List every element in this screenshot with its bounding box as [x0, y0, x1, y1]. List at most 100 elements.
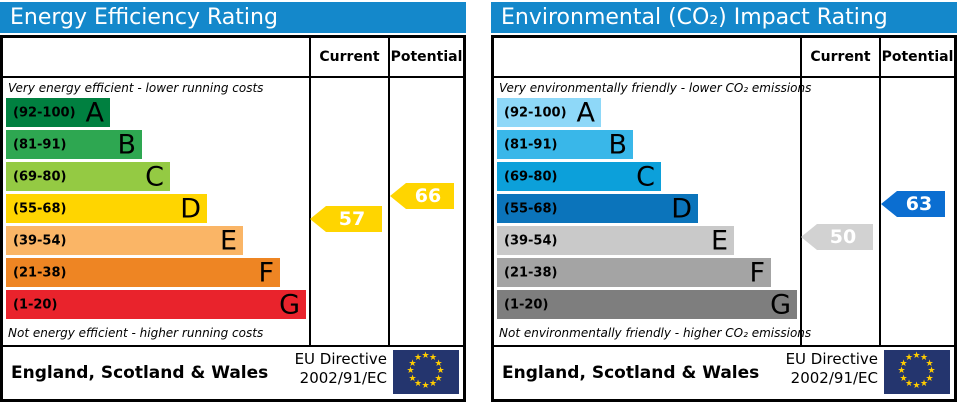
band-c: (69-80) C: [6, 162, 170, 191]
band-range: (92-100): [13, 105, 76, 120]
band-range: (21-38): [13, 265, 67, 280]
band-letter: E: [219, 225, 237, 256]
region-label: England, Scotland & Wales: [11, 363, 269, 383]
band-c: (69-80) C: [497, 162, 661, 191]
star-icon: ★: [406, 366, 415, 376]
star-icon: ★: [421, 351, 430, 361]
band-e: (39-54) E: [6, 226, 243, 255]
co2-impact-panel: Environmental (CO₂) Impact Rating Curren…: [491, 0, 957, 404]
header-row-divider: [494, 76, 954, 78]
band-range: (1-20): [504, 297, 549, 312]
potential-column-header: Potential: [881, 49, 954, 65]
eu-directive-line1: EU Directive: [785, 350, 878, 368]
energy-rating-table: Current Potential Very energy efficient …: [0, 35, 466, 402]
band-f: (21-38) F: [497, 258, 771, 287]
eu-directive-line2: 2002/91/EC: [790, 368, 878, 387]
star-icon: ★: [897, 366, 906, 376]
band-a: (92-100) A: [6, 98, 110, 127]
co2-panel-title: Environmental (CO₂) Impact Rating: [501, 5, 888, 30]
column-divider: [879, 38, 881, 345]
band-g: (1-20) G: [497, 290, 797, 319]
star-icon: ★: [429, 353, 438, 363]
band-b: (81-91) B: [497, 130, 633, 159]
top-caption: Very environmentally friendly - lower CO…: [499, 81, 812, 95]
column-divider: [800, 38, 802, 345]
column-divider: [388, 38, 390, 345]
column-divider: [309, 38, 311, 345]
star-icon: ★: [408, 373, 417, 384]
eu-directive-line1: EU Directive: [294, 350, 387, 368]
star-icon: ★: [421, 381, 430, 391]
current-rating-arrow: 50: [801, 224, 873, 250]
band-range: (81-91): [504, 137, 558, 152]
band-letter: F: [749, 257, 765, 288]
eu-flag-icon: ★ ★ ★ ★ ★ ★ ★ ★ ★ ★ ★ ★: [884, 350, 950, 394]
energy-title-bar: Energy Efficiency Rating: [0, 2, 466, 33]
star-icon: ★: [927, 366, 936, 376]
star-icon: ★: [920, 353, 929, 363]
band-range: (81-91): [13, 137, 67, 152]
region-label: England, Scotland & Wales: [502, 363, 760, 383]
eu-directive-line2: 2002/91/EC: [299, 368, 387, 387]
band-letter: G: [279, 289, 300, 320]
band-d: (55-68) D: [497, 194, 698, 223]
band-e: (39-54) E: [497, 226, 734, 255]
star-icon: ★: [925, 358, 934, 369]
band-letter: A: [85, 97, 104, 128]
star-icon: ★: [905, 353, 914, 363]
band-a: (92-100) A: [497, 98, 601, 127]
star-icon: ★: [436, 366, 445, 376]
energy-efficiency-panel: Energy Efficiency Rating Current Potenti…: [0, 0, 466, 404]
band-range: (39-54): [504, 233, 558, 248]
footer-row-divider: [3, 345, 463, 347]
bottom-caption: Not environmentally friendly - higher CO…: [499, 326, 812, 340]
star-icon: ★: [429, 378, 438, 389]
star-icon: ★: [899, 358, 908, 369]
band-d: (55-68) D: [6, 194, 207, 223]
band-range: (55-68): [504, 201, 558, 216]
potential-rating-arrow: 66: [390, 183, 454, 209]
band-letter: C: [636, 161, 655, 192]
star-icon: ★: [414, 353, 423, 363]
star-icon: ★: [905, 378, 914, 389]
band-b: (81-91) B: [6, 130, 142, 159]
band-letter: B: [117, 129, 136, 160]
band-letter: E: [710, 225, 728, 256]
co2-rating-table: Current Potential Very environmentally f…: [491, 35, 957, 402]
star-icon: ★: [899, 373, 908, 384]
star-icon: ★: [408, 358, 417, 369]
potential-rating-arrow: 63: [881, 191, 945, 217]
band-range: (55-68): [13, 201, 67, 216]
band-letter: C: [145, 161, 164, 192]
star-icon: ★: [414, 378, 423, 389]
band-g: (1-20) G: [6, 290, 306, 319]
band-f: (21-38) F: [6, 258, 280, 287]
star-icon: ★: [912, 381, 921, 391]
potential-column-header: Potential: [390, 49, 463, 65]
band-range: (92-100): [504, 105, 567, 120]
star-icon: ★: [434, 358, 443, 369]
current-column-header: Current: [319, 49, 380, 65]
band-letter: D: [671, 193, 692, 224]
footer-row-divider: [494, 345, 954, 347]
co2-title-bar: Environmental (CO₂) Impact Rating: [491, 2, 957, 33]
band-letter: D: [180, 193, 201, 224]
band-range: (69-80): [504, 169, 558, 184]
header-row-divider: [3, 76, 463, 78]
bottom-caption: Not energy efficient - higher running co…: [8, 326, 264, 340]
band-letter: A: [576, 97, 595, 128]
energy-panel-title: Energy Efficiency Rating: [10, 5, 278, 30]
eu-flag-icon: ★ ★ ★ ★ ★ ★ ★ ★ ★ ★ ★ ★: [393, 350, 459, 394]
star-icon: ★: [912, 351, 921, 361]
current-column-header: Current: [810, 49, 871, 65]
band-range: (21-38): [504, 265, 558, 280]
eu-directive-label: EU Directive 2002/91/EC: [786, 350, 878, 388]
eu-directive-label: EU Directive 2002/91/EC: [295, 350, 387, 388]
band-range: (1-20): [13, 297, 58, 312]
band-letter: B: [608, 129, 627, 160]
band-letter: F: [258, 257, 274, 288]
top-caption: Very energy efficient - lower running co…: [8, 81, 264, 95]
band-range: (69-80): [13, 169, 67, 184]
band-range: (39-54): [13, 233, 67, 248]
